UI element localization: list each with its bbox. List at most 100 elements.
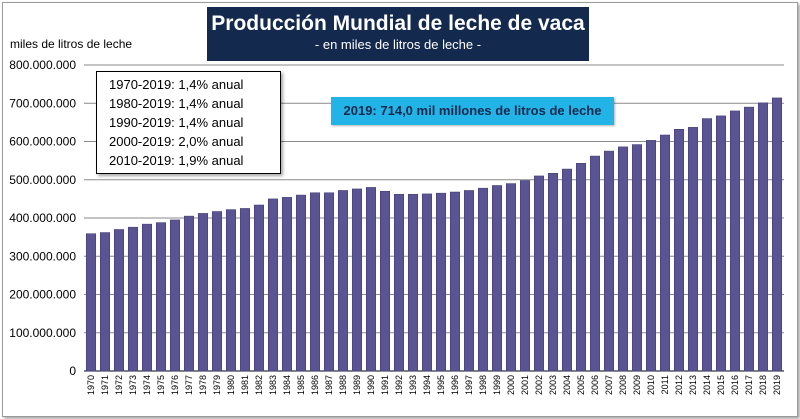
x-tick-label: 2015 bbox=[716, 375, 726, 395]
x-tick-label: 1982 bbox=[254, 375, 264, 395]
x-tick-label: 2019 bbox=[772, 375, 782, 395]
bar-1994 bbox=[421, 193, 433, 372]
chart-title: Producción Mundial de leche de vaca bbox=[211, 12, 585, 35]
y-tick-label: 100.000.000 bbox=[9, 326, 76, 340]
bar-1991 bbox=[379, 190, 391, 372]
x-tick-label: 2012 bbox=[674, 375, 684, 395]
callout-2019: 2019: 714,0 mil millones de litros de le… bbox=[331, 97, 614, 125]
x-tick-label: 1990 bbox=[366, 375, 376, 395]
x-tick-label: 2002 bbox=[534, 375, 544, 395]
x-tick-label: 1971 bbox=[100, 375, 110, 395]
bar-2012 bbox=[673, 129, 685, 372]
growth-rate-1990-2019: 1990-2019: 1,4% anual bbox=[109, 115, 244, 130]
bar-1971 bbox=[99, 232, 111, 372]
x-tick-label: 2003 bbox=[548, 375, 558, 395]
growth-rate-1980-2019: 1980-2019: 1,4% anual bbox=[109, 96, 244, 111]
bar-2007 bbox=[603, 150, 615, 372]
bar-1970 bbox=[85, 233, 97, 372]
x-tick-label: 2013 bbox=[688, 375, 698, 395]
x-tick-label: 2011 bbox=[660, 375, 670, 394]
x-tick-label: 1995 bbox=[436, 375, 446, 395]
bar-1977 bbox=[183, 215, 195, 372]
x-axis-ticks: 1970 1971 1972 1973 1974 1975 1976 1977 1978 1979… bbox=[86, 375, 782, 395]
x-tick-label: 1984 bbox=[282, 375, 292, 395]
bar-1976 bbox=[169, 219, 181, 372]
bar-1975 bbox=[155, 222, 167, 372]
x-tick-label: 1975 bbox=[156, 375, 166, 395]
x-tick-label: 1977 bbox=[184, 375, 194, 395]
x-tick-label: 1972 bbox=[114, 375, 124, 395]
bar-1985 bbox=[295, 194, 307, 372]
title-box: Producción Mundial de leche de vaca - en… bbox=[207, 7, 589, 61]
y-tick-label: 700.000.000 bbox=[9, 96, 76, 110]
bar-1978 bbox=[197, 213, 209, 372]
y-axis-ticks: 0 100.000.000 200.000.000 300.000.000 400.00… bbox=[9, 58, 76, 378]
bar-2009 bbox=[631, 144, 643, 372]
bar-2000 bbox=[505, 183, 517, 372]
bar-1981 bbox=[239, 208, 251, 372]
x-tick-label: 2010 bbox=[646, 375, 656, 395]
x-tick-label: 2000 bbox=[506, 375, 516, 395]
bar-1998 bbox=[477, 187, 489, 372]
x-tick-label: 1989 bbox=[352, 375, 362, 395]
x-tick-label: 1997 bbox=[464, 375, 474, 395]
bar-2018 bbox=[757, 102, 769, 372]
bar-2004 bbox=[561, 168, 573, 372]
bars bbox=[85, 97, 783, 372]
x-tick-label: 1976 bbox=[170, 375, 180, 395]
bar-2010 bbox=[645, 140, 657, 372]
x-tick-label: 1980 bbox=[226, 375, 236, 395]
x-tick-label: 2017 bbox=[744, 375, 754, 395]
growth-rates-box: 1970-2019: 1,4% anual 1980-2019: 1,4% an… bbox=[96, 71, 281, 174]
chart-subtitle: - en miles de litros de leche - bbox=[314, 37, 482, 52]
growth-rate-1970-2019: 1970-2019: 1,4% anual bbox=[109, 77, 244, 92]
x-tick-label: 2007 bbox=[604, 375, 614, 395]
x-tick-label: 2009 bbox=[632, 375, 642, 395]
bar-2005 bbox=[575, 163, 587, 372]
bar-1999 bbox=[491, 185, 503, 372]
x-tick-label: 1999 bbox=[492, 375, 502, 395]
x-tick-label: 2018 bbox=[758, 375, 768, 395]
bar-1988 bbox=[337, 190, 349, 372]
x-tick-label: 1993 bbox=[408, 375, 418, 395]
bar-1993 bbox=[407, 194, 419, 372]
growth-rate-2000-2019: 2000-2019: 2,0% anual bbox=[109, 134, 244, 149]
y-tick-label: 800.000.000 bbox=[9, 58, 76, 72]
bar-1987 bbox=[323, 192, 335, 372]
x-tick-label: 1970 bbox=[86, 375, 96, 395]
bar-1992 bbox=[393, 194, 405, 372]
y-tick-label: 500.000.000 bbox=[9, 173, 76, 187]
y-tick-label: 300.000.000 bbox=[9, 249, 76, 263]
x-tick-label: 2004 bbox=[562, 375, 572, 395]
bar-2006 bbox=[589, 155, 601, 372]
bar-1980 bbox=[225, 209, 237, 372]
x-tick-label: 2005 bbox=[576, 375, 586, 395]
x-tick-label: 1973 bbox=[128, 375, 138, 395]
bar-2013 bbox=[687, 127, 699, 372]
bar-2019 bbox=[771, 97, 783, 372]
bar-1990 bbox=[365, 187, 377, 372]
bar-2008 bbox=[617, 146, 629, 372]
x-tick-label: 1988 bbox=[338, 375, 348, 395]
bar-1986 bbox=[309, 192, 321, 372]
bar-2001 bbox=[519, 180, 531, 372]
x-tick-label: 2008 bbox=[618, 375, 628, 395]
bar-1972 bbox=[113, 229, 125, 372]
bar-2015 bbox=[715, 115, 727, 372]
bar-1982 bbox=[253, 204, 265, 372]
y-tick-label: 400.000.000 bbox=[9, 211, 76, 225]
x-tick-label: 1987 bbox=[324, 375, 334, 395]
x-tick-label: 1979 bbox=[212, 375, 222, 395]
x-tick-label: 1992 bbox=[394, 375, 404, 395]
x-tick-label: 1991 bbox=[380, 375, 390, 395]
y-axis-unit-label: miles de litros de leche bbox=[10, 37, 133, 51]
y-tick-label: 200.000.000 bbox=[9, 288, 76, 302]
x-tick-label: 2014 bbox=[702, 375, 712, 395]
y-tick-label: 600.000.000 bbox=[9, 135, 76, 149]
bar-1996 bbox=[449, 191, 461, 372]
bar-2016 bbox=[729, 110, 741, 372]
x-tick-label: 2016 bbox=[730, 375, 740, 395]
x-tick-label: 2001 bbox=[520, 375, 530, 395]
bar-1995 bbox=[435, 192, 447, 372]
